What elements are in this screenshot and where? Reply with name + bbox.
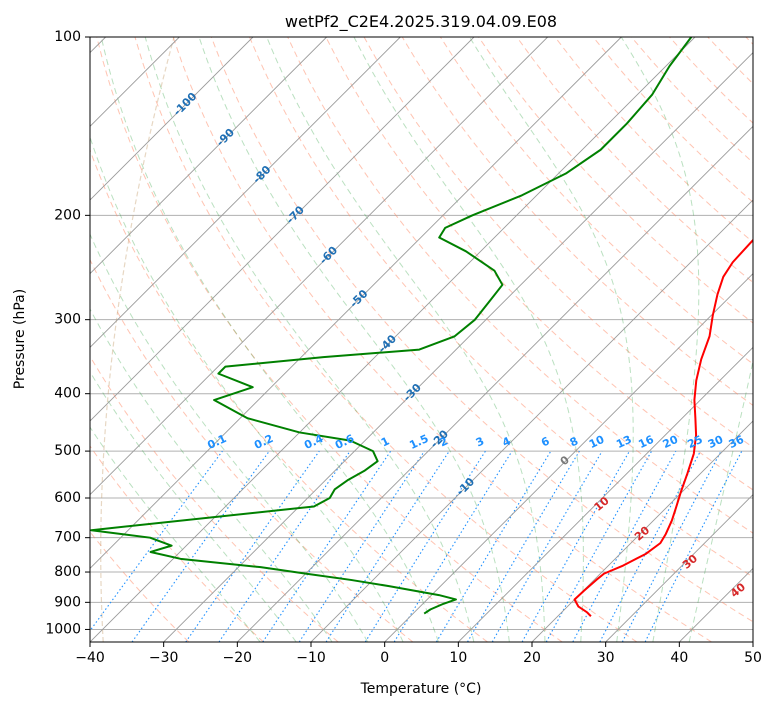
x-tick-label: 0 [380,650,389,666]
dry-adiabat-line [210,37,753,623]
moist-adiabat-line [353,37,584,642]
x-tick-label: −40 [75,650,105,666]
isotherm-line [90,37,622,569]
moist-adiabat-line [198,37,510,642]
isotherm-line [90,37,475,422]
plot-frame [89,36,754,643]
mixing-ratio-line [644,450,743,642]
isotherm-line [237,125,753,642]
mixing-ratio-line [131,450,270,642]
y-tick-label: 1000 [45,621,81,637]
mixing-ratio-line [325,450,450,642]
isotherm-line [90,37,327,275]
temperature-profile-line [573,238,753,617]
y-tick-label: 700 [54,530,81,546]
isotherm-line [531,420,753,642]
dry-adiabat-line [90,258,414,642]
mixing-ratio-label: 16 [636,433,656,451]
dry-adiabat-line [90,445,264,642]
isotherm-line [90,37,254,201]
moist-adiabat-line [100,37,439,642]
data-series [90,37,753,617]
mixing-ratio-label: 25 [685,433,704,451]
mixing-ratio-label: 20 [661,433,681,451]
x-axis: −40 −30 −20 −10 0 10 20 30 40 50 [75,642,762,666]
isotherm-line [310,199,753,642]
dry-adiabat-line [172,37,712,642]
mixing-ratio-line [90,450,223,632]
x-tick-label: 50 [744,650,762,666]
y-tick-label: 900 [54,594,81,610]
y-tick-label: 300 [54,312,81,328]
mixing-ratio-line [393,450,513,642]
x-axis-label: Temperature (°C) [360,681,482,697]
isotherm-line [458,346,753,642]
mixing-ratio-line [218,450,351,642]
y-tick-label: 600 [54,490,81,506]
x-tick-label: −20 [223,650,253,666]
dry-adiabat-line [96,37,563,642]
dry-adiabat-line [249,37,753,578]
x-tick-label: 40 [670,650,688,666]
y-tick-label: 800 [54,564,81,580]
moist-adiabat-line [90,426,261,642]
mixing-ratio-line [545,450,653,642]
y-tick-label: 100 [54,29,81,45]
moist-adiabat-line [90,135,404,642]
dewpoint-profile-line [90,37,693,615]
moist-adiabat-line [144,37,475,642]
isotherm-line [90,37,401,348]
y-axis: 100 200 300 400 500 600 700 800 900 1000 [45,29,90,637]
isotherm-line [90,37,696,642]
background-lines [0,37,753,642]
dry-adiabat-line [287,37,753,534]
dry-adiabat-line [516,37,753,284]
y-axis-label: Pressure (hPa) [12,289,28,389]
isotherm-line [163,52,753,642]
mixing-ratio-line [185,450,320,642]
dry-adiabat-line [90,355,339,642]
reference-curve-line [0,37,71,642]
chart-title: wetPf2_C2E4.2025.319.04.09.E08 [285,12,557,32]
x-tick-label: 20 [523,650,541,666]
mixing-ratio-label: 30 [706,433,726,451]
dry-adiabat-line [325,37,753,491]
mixing-ratio-label: 13 [614,433,633,451]
y-tick-label: 200 [54,207,81,223]
x-tick-label: −10 [296,650,326,666]
plot-area-background [90,37,753,642]
y-tick-label: 500 [54,443,81,459]
x-tick-label: 30 [597,650,615,666]
moist-adiabat-line [90,370,297,642]
y-tick-label: 400 [54,386,81,402]
isotherm-line [605,494,753,642]
moist-adiabat-line [266,37,546,642]
moist-adiabat-line [90,308,333,642]
moist-adiabat-line [90,233,369,642]
mixing-ratio-label: 10 [587,433,607,451]
x-tick-label: −30 [149,650,179,666]
x-tick-label: 10 [449,650,467,666]
mixing-ratio-line [262,450,392,642]
mixing-ratio-line [572,450,677,642]
isotherm-line [384,273,753,642]
mixing-ratio-line [521,450,630,642]
mixing-ratio-label: 36 [727,433,747,451]
moist-adiabat-line [688,358,753,642]
moist-adiabat-line [620,37,700,642]
isotherm-line [752,641,753,642]
reference-curve-line [100,37,175,642]
isotherm-line [90,37,548,496]
mixing-ratio-line [298,450,425,642]
